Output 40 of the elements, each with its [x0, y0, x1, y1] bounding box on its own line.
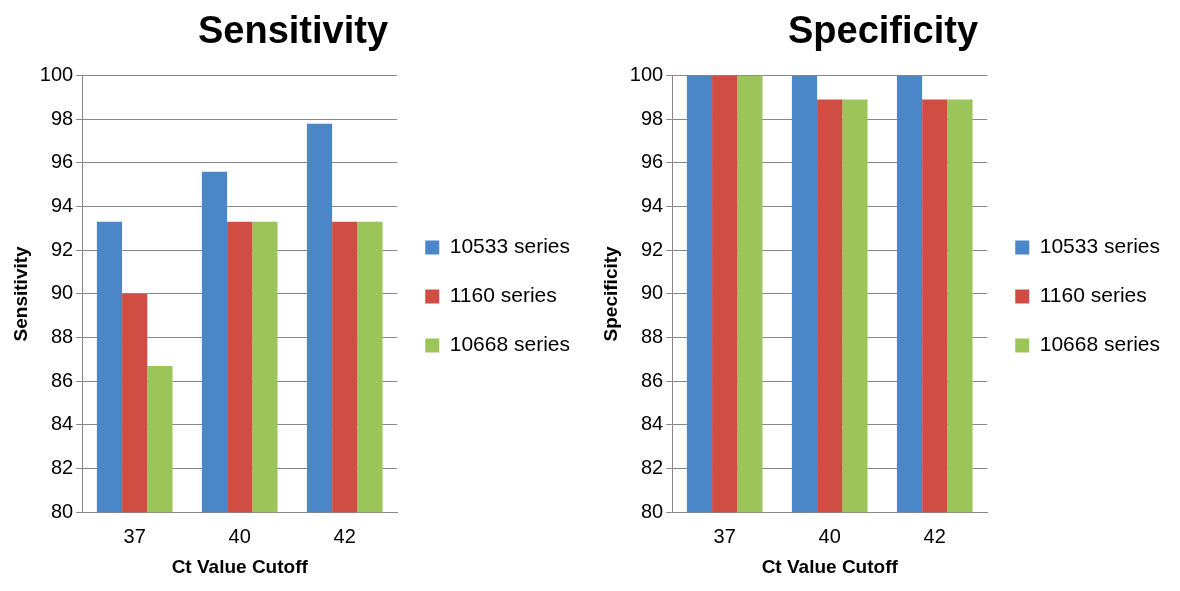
y-tick-label: 90: [640, 281, 664, 304]
x-tick-label: 37: [713, 524, 736, 547]
y-tick-label: 86: [50, 368, 74, 391]
y-tick-label: 98: [640, 106, 664, 129]
legend-label: 10668 series: [1039, 332, 1160, 356]
y-tick-label: 88: [640, 325, 664, 348]
y-tick-label: 82: [50, 456, 74, 479]
y-tick-label: 100: [629, 63, 664, 86]
y-tick-label: 80: [640, 499, 664, 522]
y-tick-label: 94: [640, 194, 664, 217]
y-tick-label: 90: [50, 281, 74, 304]
chart-title: Specificity: [787, 9, 979, 52]
y-tick-label: 86: [640, 368, 664, 391]
y-tick-label: 98: [50, 106, 74, 129]
x-tick-label: 40: [818, 524, 841, 547]
y-tick-label: 96: [50, 150, 74, 173]
y-tick-label: 92: [50, 237, 74, 260]
y-tick-label: 100: [39, 63, 74, 86]
x-tick-label: 40: [228, 524, 251, 547]
y-tick-label: 84: [50, 412, 74, 435]
y-tick-label: 80: [50, 499, 74, 522]
x-tick-label: 42: [333, 524, 356, 547]
legend-label: 10533 series: [449, 234, 570, 258]
y-tick-label: 88: [50, 325, 74, 348]
x-axis-title: Ct Value Cutoff: [761, 555, 899, 577]
x-axis-title: Ct Value Cutoff: [171, 555, 309, 577]
y-tick-label: 96: [640, 150, 664, 173]
y-tick-label: 94: [50, 194, 74, 217]
y-tick-label: 92: [640, 237, 664, 260]
y-tick-label: 82: [640, 456, 664, 479]
legend-label: 1160 series: [1039, 283, 1147, 307]
x-tick-label: 42: [923, 524, 946, 547]
y-axis-title: Specificity: [599, 245, 621, 342]
y-axis-title: Sensitivity: [9, 245, 31, 342]
legend-label: 1160 series: [449, 283, 557, 307]
x-tick-label: 37: [123, 524, 146, 547]
legend-label: 10668 series: [449, 332, 570, 356]
legend-label: 10533 series: [1039, 234, 1160, 258]
chart-title: Sensitivity: [197, 9, 389, 52]
y-tick-label: 84: [640, 412, 664, 435]
